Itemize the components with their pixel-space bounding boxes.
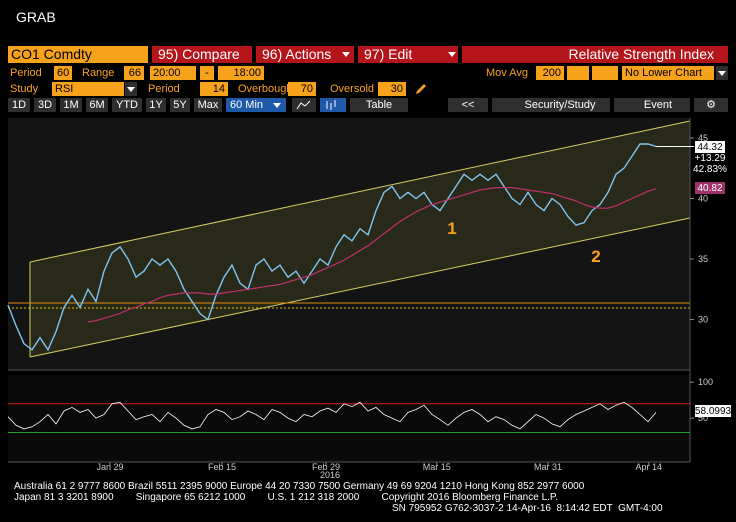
table-button[interactable]: Table (350, 98, 408, 112)
pencil-icon[interactable] (414, 82, 428, 96)
bar-type-button[interactable] (320, 98, 346, 112)
overbought-label: Overbought (238, 83, 296, 95)
range-button[interactable]: 1D (8, 98, 30, 112)
x-tick-label: Feb 29 (312, 462, 340, 472)
last-price-box (695, 141, 725, 153)
plot: 30 35 40 45 50 100 Jan 29 Feb 15 Feb 29 Mar 15 Mar… (7, 133, 713, 472)
range-button[interactable]: 6M (86, 98, 108, 112)
range-button[interactable]: 3D (34, 98, 56, 112)
annotation: 1 (447, 219, 456, 238)
rsi-line (7, 401, 657, 430)
x-tick-label: Mar 15 (423, 462, 451, 472)
channel-fill (30, 121, 690, 357)
x-tick-label: Feb 15 (208, 462, 236, 472)
range-dash: - (200, 66, 214, 80)
compare-tab[interactable]: 95) Compare (152, 46, 252, 63)
window-title: GRAB (16, 9, 56, 25)
dropdown-arrow (718, 71, 726, 76)
footer-line: SN 795952 G762-3037-2 14-Apr-16 8:14:42 … (392, 503, 663, 514)
range-button[interactable]: 1Y (146, 98, 166, 112)
ma-last: 40.82 (697, 183, 722, 194)
range-label: Range (82, 67, 115, 79)
dropdown-arrow (127, 87, 135, 92)
mov-avg-field[interactable] (592, 66, 618, 80)
end-field[interactable]: 18:00 (218, 66, 264, 80)
dropdown-arrow (448, 52, 456, 57)
range-button[interactable]: YTD (112, 98, 142, 112)
channel-lower (29, 217, 691, 358)
chart-type-button[interactable] (292, 98, 316, 112)
x-tick-label: Jan 29 (96, 462, 123, 472)
edit-tab[interactable]: 97) Edit (358, 46, 458, 63)
y-tick-label: 45 (698, 133, 708, 143)
security-study-button[interactable]: Security/Study (492, 98, 610, 112)
y-tick-label: 30 (698, 315, 708, 325)
mov-avg-field[interactable]: 200 (536, 66, 564, 80)
price-line (7, 143, 657, 352)
rsi-y-tick-label: 50 (698, 413, 708, 423)
start-field[interactable]: 20:00 (150, 66, 196, 80)
rsi-period-field[interactable]: 14 (200, 82, 228, 96)
last-price: 44.32 (697, 142, 722, 153)
settings-button[interactable]: ⚙ (694, 98, 728, 112)
range-button[interactable]: Max (194, 98, 222, 112)
rsi-panel (8, 375, 690, 462)
footer-line: Australia 61 2 9777 8600 Brazil 5511 239… (14, 481, 585, 492)
annotation: 2 (591, 247, 600, 266)
event-button[interactable]: Event (614, 98, 690, 112)
year-label: 2016 (320, 470, 340, 480)
dropdown-arrow (342, 52, 350, 57)
rsi-y-tick-label: 100 (698, 377, 713, 387)
mov-avg-label: Mov Avg (486, 67, 528, 79)
range-button[interactable]: 60 Min (226, 98, 286, 112)
x-tick-label: Mar 31 (534, 462, 562, 472)
range-field[interactable]: 66 (124, 66, 144, 80)
range-button[interactable]: 1M (60, 98, 82, 112)
mov-avg-field[interactable] (567, 66, 589, 80)
overbought-field[interactable]: 70 (288, 82, 316, 96)
range-button[interactable]: 5Y (170, 98, 190, 112)
study-field[interactable]: RSI (52, 82, 124, 96)
study-label: Study (10, 83, 39, 95)
footer-line: Japan 81 3 3201 8900 Singapore 65 6212 1… (14, 492, 558, 503)
rsi-period-label: Period (148, 83, 180, 95)
period-label: Period (10, 67, 42, 79)
rsi-last-box (695, 405, 731, 417)
back-button[interactable]: << (448, 98, 488, 112)
dropdown-arrow (273, 103, 281, 108)
period-field[interactable]: 60 (54, 66, 72, 80)
study-title: Relative Strength Index (462, 46, 728, 63)
change-pct: 42.83% (693, 164, 727, 175)
moving-average-line (87, 187, 657, 323)
oversold-field[interactable]: 30 (378, 82, 406, 96)
x-tick-label: Apr 14 (636, 462, 663, 472)
rsi-last: 58.0993 (695, 406, 732, 417)
lower-chart-field[interactable]: No Lower Chart (622, 66, 714, 80)
oversold-label: Oversold (330, 83, 375, 95)
actions-tab[interactable]: 96) Actions (256, 46, 354, 63)
change: +13.29 (695, 153, 726, 164)
y-tick-label: 40 (698, 193, 708, 203)
ma-last-box (695, 182, 725, 194)
security-field[interactable]: CO1 Comdty (8, 46, 148, 63)
y-tick-label: 35 (698, 254, 708, 264)
channel-upper (29, 120, 691, 263)
